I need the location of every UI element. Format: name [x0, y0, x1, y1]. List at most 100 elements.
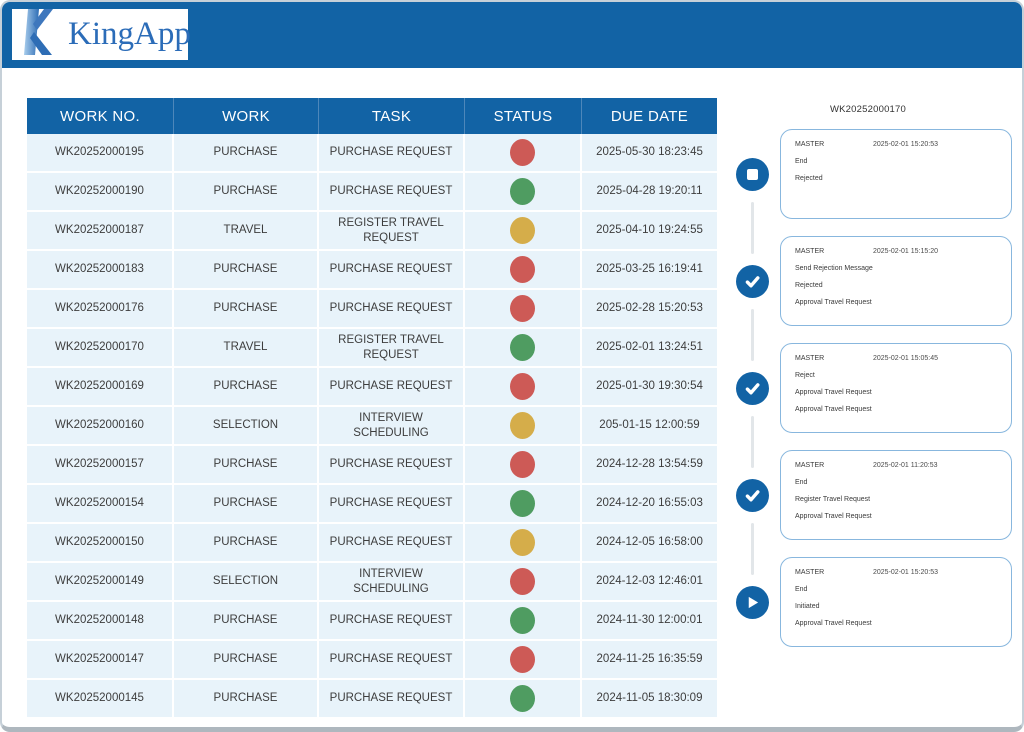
due-date-cell: 2024-11-30 12:00:01: [582, 602, 717, 641]
task-cell: PURCHASE REQUEST: [319, 602, 465, 641]
timeline-card-line: Approval Travel Request: [795, 299, 872, 306]
timeline-card: MASTER 2025-02-01 15:20:53 End Rejected: [780, 129, 1012, 219]
timeline-card-line: End: [795, 158, 808, 165]
table-row[interactable]: WK20252000195 PURCHASE PURCHASE REQUEST …: [27, 134, 717, 173]
red-status-dot: [510, 373, 535, 400]
table-row[interactable]: WK20252000170 TRAVEL REGISTER TRAVEL REQ…: [27, 329, 717, 368]
red-status-dot: [510, 646, 535, 673]
due-date-cell: 2024-11-05 18:30:09: [582, 680, 717, 719]
work-no-cell: WK20252000147: [27, 641, 174, 680]
status-cell: [465, 173, 582, 212]
status-cell: [465, 134, 582, 173]
timeline-card-timestamp: 2025-02-01 15:05:45: [873, 355, 938, 362]
due-date-cell: 2025-04-10 19:24:55: [582, 212, 717, 251]
work-no-cell: WK20252000169: [27, 368, 174, 407]
yellow-status-dot: [510, 529, 535, 556]
work-cell: PURCHASE: [174, 680, 319, 719]
status-cell: [465, 485, 582, 524]
table-row[interactable]: WK20252000169 PURCHASE PURCHASE REQUEST …: [27, 368, 717, 407]
timeline-step: MASTER 2025-02-01 11:20:53 End Register T…: [724, 450, 1012, 540]
red-status-dot: [510, 568, 535, 595]
table-row[interactable]: WK20252000160 SELECTION INTERVIEW SCHEDU…: [27, 407, 717, 446]
table-row[interactable]: WK20252000147 PURCHASE PURCHASE REQUEST …: [27, 641, 717, 680]
work-cell: SELECTION: [174, 407, 319, 446]
timeline-card-actor: MASTER: [795, 355, 825, 362]
timeline-card-timestamp: 2025-02-01 11:20:53: [873, 462, 938, 469]
table-row[interactable]: WK20252000176 PURCHASE PURCHASE REQUEST …: [27, 290, 717, 329]
green-status-dot: [510, 685, 535, 712]
timeline-connector: [750, 308, 754, 361]
timeline-card: MASTER 2025-02-01 15:15:20 Send Rejectio…: [780, 236, 1012, 326]
table-row[interactable]: WK20252000154 PURCHASE PURCHASE REQUEST …: [27, 485, 717, 524]
status-cell: [465, 680, 582, 719]
column-header-work-no[interactable]: WORK NO.: [27, 98, 174, 134]
timeline-card-line: Approval Travel Request: [795, 513, 872, 520]
task-cell: INTERVIEW SCHEDULING: [319, 407, 465, 446]
work-no-cell: WK20252000145: [27, 680, 174, 719]
work-cell: PURCHASE: [174, 602, 319, 641]
work-no-cell: WK20252000150: [27, 524, 174, 563]
work-cell: PURCHASE: [174, 485, 319, 524]
app-title: KingApp: [68, 16, 191, 52]
red-status-dot: [510, 295, 535, 322]
timeline-step: MASTER 2025-02-01 15:15:20 Send Rejectio…: [724, 236, 1012, 326]
work-cell: PURCHASE: [174, 134, 319, 173]
status-cell: [465, 446, 582, 485]
work-no-cell: WK20252000187: [27, 212, 174, 251]
task-cell: PURCHASE REQUEST: [319, 368, 465, 407]
timeline-card-line: Register Travel Request: [795, 496, 871, 503]
table-row[interactable]: WK20252000148 PURCHASE PURCHASE REQUEST …: [27, 602, 717, 641]
table-row[interactable]: WK20252000187 TRAVEL REGISTER TRAVEL REQ…: [27, 212, 717, 251]
work-no-cell: WK20252000160: [27, 407, 174, 446]
timeline-card-timestamp: 2025-02-01 15:15:20: [873, 248, 938, 255]
timeline-card-line: Approval Travel Request: [795, 389, 872, 396]
work-cell: PURCHASE: [174, 524, 319, 563]
timeline-card-line: Initiated: [795, 603, 820, 610]
task-cell: REGISTER TRAVEL REQUEST: [319, 329, 465, 368]
app-logo[interactable]: KingApp: [12, 9, 191, 60]
red-status-dot: [510, 139, 535, 166]
due-date-cell: 2024-12-05 16:58:00: [582, 524, 717, 563]
play-icon: [735, 585, 769, 619]
timeline-card-timestamp: 2025-02-01 15:20:53: [873, 569, 938, 576]
work-cell: PURCHASE: [174, 290, 319, 329]
due-date-cell: 2025-03-25 16:19:41: [582, 251, 717, 290]
work-no-cell: WK20252000190: [27, 173, 174, 212]
work-table-header: WORK NO. WORK TASK STATUS DUE DATE: [27, 98, 717, 134]
due-date-cell: 2025-04-28 19:20:11: [582, 173, 717, 212]
status-cell: [465, 329, 582, 368]
table-row[interactable]: WK20252000190 PURCHASE PURCHASE REQUEST …: [27, 173, 717, 212]
timeline-card-line: Rejected: [795, 175, 823, 182]
status-cell: [465, 407, 582, 446]
timeline-card-timestamp: 2025-02-01 15:20:53: [873, 141, 938, 148]
table-row[interactable]: WK20252000157 PURCHASE PURCHASE REQUEST …: [27, 446, 717, 485]
timeline-card-line: End: [795, 586, 808, 593]
table-row[interactable]: WK20252000149 SELECTION INTERVIEW SCHEDU…: [27, 563, 717, 602]
timeline-title: WK20252000170: [829, 104, 907, 115]
work-no-cell: WK20252000148: [27, 602, 174, 641]
column-header-due-date[interactable]: DUE DATE: [582, 98, 717, 134]
status-cell: [465, 524, 582, 563]
check-icon: [735, 264, 769, 298]
check-icon: [735, 371, 769, 405]
column-header-status[interactable]: STATUS: [465, 98, 582, 134]
column-header-task[interactable]: TASK: [319, 98, 465, 134]
table-row[interactable]: WK20252000183 PURCHASE PURCHASE REQUEST …: [27, 251, 717, 290]
task-cell: PURCHASE REQUEST: [319, 446, 465, 485]
table-row[interactable]: WK20252000145 PURCHASE PURCHASE REQUEST …: [27, 680, 717, 719]
timeline-card-line: Approval Travel Request: [795, 406, 872, 413]
table-row[interactable]: WK20252000150 PURCHASE PURCHASE REQUEST …: [27, 524, 717, 563]
work-cell: SELECTION: [174, 563, 319, 602]
green-status-dot: [510, 490, 535, 517]
timeline-card-line: End: [795, 479, 808, 486]
work-cell: PURCHASE: [174, 446, 319, 485]
task-cell: PURCHASE REQUEST: [319, 290, 465, 329]
work-cell: TRAVEL: [174, 329, 319, 368]
column-header-work[interactable]: WORK: [174, 98, 319, 134]
kingapp-k-icon: [20, 9, 60, 60]
timeline-card-actor: MASTER: [795, 141, 825, 148]
work-cell: PURCHASE: [174, 368, 319, 407]
due-date-cell: 2024-12-03 12:46:01: [582, 563, 717, 602]
work-cell: PURCHASE: [174, 251, 319, 290]
work-cell: TRAVEL: [174, 212, 319, 251]
